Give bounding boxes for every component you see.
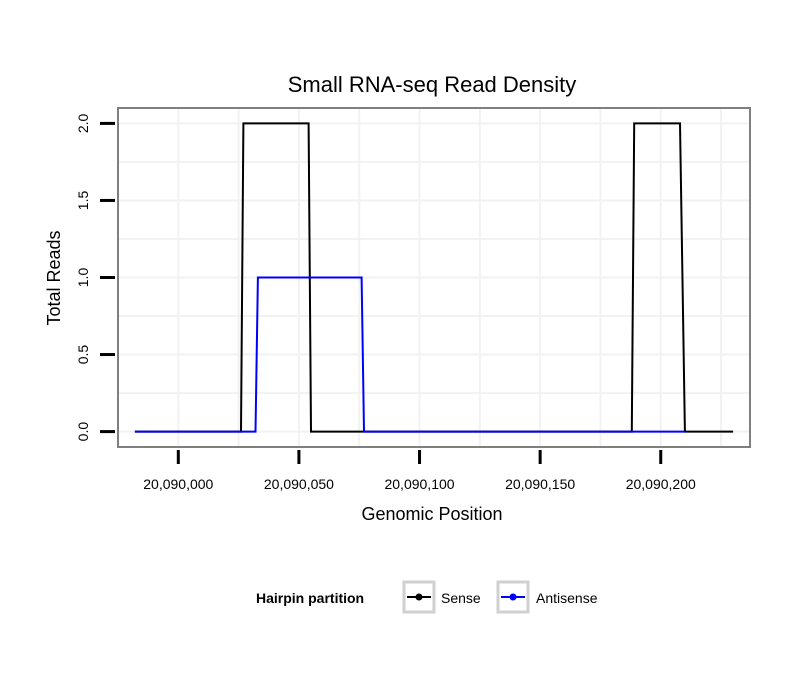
x-tick-label: 20,090,000 (143, 476, 213, 492)
x-tick-label: 20,090,050 (264, 476, 334, 492)
y-tick-label: 1.0 (75, 268, 91, 288)
x-axis: 20,090,000 20,090,050 20,090,100 20,090,150… (143, 450, 696, 492)
x-axis-label: Genomic Position (361, 504, 502, 524)
legend-label-antisense: Antisense (536, 590, 598, 606)
x-tick-label: 20,090,150 (505, 476, 575, 492)
y-tick-label: 1.5 (75, 191, 91, 211)
series-line-antisense (134, 276, 685, 433)
y-tick-label: 0.5 (75, 345, 91, 365)
y-axis-label: Total Reads (44, 230, 64, 325)
series-group (134, 122, 734, 433)
legend-key-sense-dot (415, 593, 423, 601)
legend-label-sense: Sense (441, 590, 481, 606)
legend: Hairpin partition Sense Antisense (256, 580, 598, 614)
x-tick-label: 20,090,100 (384, 476, 454, 492)
y-tick-label: 0.0 (75, 422, 91, 442)
y-axis: 0.0 0.5 1.0 1.5 2.0 (75, 113, 115, 441)
y-tick-label: 2.0 (75, 113, 91, 133)
x-tick-label: 20,090,200 (626, 476, 696, 492)
legend-key-antisense-dot (509, 593, 517, 601)
plot-border (117, 107, 751, 448)
chart-title: Small RNA-seq Read Density (288, 72, 577, 97)
legend-title: Hairpin partition (256, 590, 364, 606)
